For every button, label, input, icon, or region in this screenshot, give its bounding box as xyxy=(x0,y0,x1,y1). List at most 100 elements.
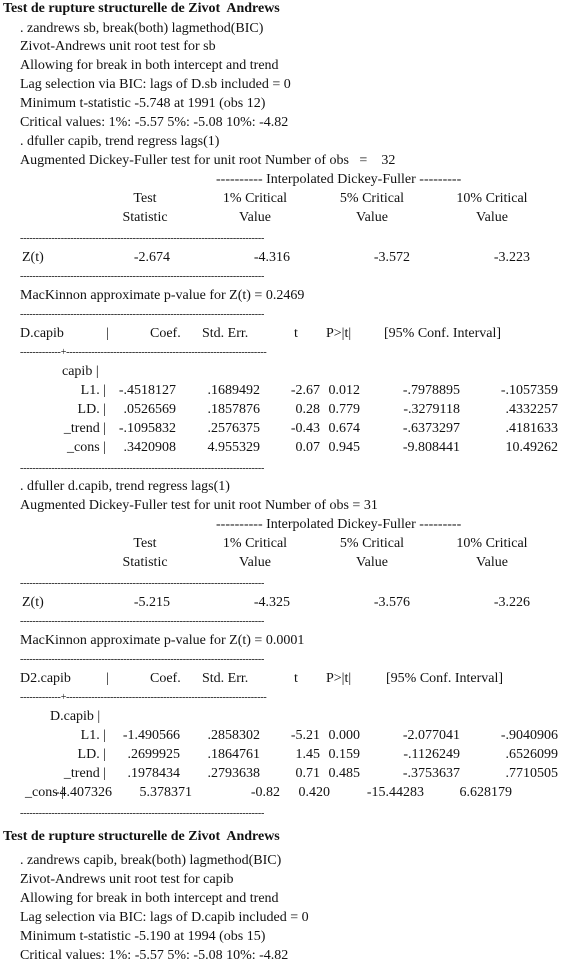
adf2-col-10pct-2: Value xyxy=(476,555,508,570)
adf2-row-ci-low: -.1126249 xyxy=(403,747,460,762)
adf2-row-ci-low: -15.44283 xyxy=(366,785,424,800)
adf1-reg-dep: D.capib xyxy=(20,326,64,341)
adf1-reg-coef: Coef. xyxy=(150,326,181,341)
adf2-col-1pct-2: Value xyxy=(239,555,271,570)
adf2-row-p: 0.000 xyxy=(328,728,361,743)
adf1-row-p: 0.945 xyxy=(328,440,361,455)
adf1-dashes-1: ----------------------------------------… xyxy=(20,233,265,244)
za-min-t-line: Minimum t-statistic -5.748 at 1991 (obs … xyxy=(20,96,266,111)
adf2-col-1pct-1: 1% Critical xyxy=(222,536,288,551)
adf1-separator: -------------+--------------------------… xyxy=(20,347,267,358)
adf1-row-ci-high: .4332257 xyxy=(505,402,559,417)
za2-critical-line: Critical values: 1%: -5.57 5%: -5.08 10%… xyxy=(20,948,289,963)
adf1-row-name: _cons | xyxy=(67,440,106,455)
adf1-row-t: -2.67 xyxy=(290,383,320,398)
adf1-reg-p: P>|t| xyxy=(326,326,352,341)
za2-min-t-line: Minimum t-statistic -5.190 at 1994 (obs … xyxy=(20,929,266,944)
adf2-row-ci-low: -2.077041 xyxy=(402,728,460,743)
adf1-row-ci-low: -.3279118 xyxy=(403,402,460,417)
adf2-row-ci-high: .7710505 xyxy=(505,766,559,781)
adf1-row-coef: -.4518127 xyxy=(118,383,176,398)
adf1-row-ci-high: -.1057359 xyxy=(500,383,558,398)
adf2-z-1pct: -4.325 xyxy=(253,595,290,610)
adf1-row-ci-low: -.6373297 xyxy=(402,421,460,436)
za-break-line: Allowing for break in both intercept and… xyxy=(20,58,279,73)
adf2-row-name: L1. | xyxy=(80,728,106,743)
adf2-reg-dep: D2.capib xyxy=(20,671,71,686)
adf2-row-coef: .2699925 xyxy=(127,747,181,762)
adf1-row-ci-low: -.7978895 xyxy=(402,383,460,398)
adf1-col-10pct-1: 10% Critical xyxy=(456,191,528,206)
adf2-interp-header: ---------- Interpolated Dickey-Fuller --… xyxy=(216,517,462,532)
adf2-title: Augmented Dickey-Fuller test for unit ro… xyxy=(20,498,378,513)
adf1-row-coef: .3420908 xyxy=(123,440,177,455)
adf2-row-t: 0.71 xyxy=(295,766,321,781)
adf2-dashes-1: ----------------------------------------… xyxy=(20,578,265,589)
adf2-row-coef: -4.407326 xyxy=(54,785,112,800)
adf1-row-t: -0.43 xyxy=(290,421,320,436)
adf1-col-test-2: Statistic xyxy=(122,210,168,225)
adf2-reg-p: P>|t| xyxy=(326,671,352,686)
adf2-dashes-3: ----------------------------------------… xyxy=(20,654,265,665)
section2-heading: Test de rupture structurelle de Zivot An… xyxy=(3,829,280,844)
adf1-row-name: LD. | xyxy=(77,402,106,417)
adf1-row-p: 0.012 xyxy=(328,383,361,398)
adf2-col-test-2: Statistic xyxy=(122,555,168,570)
adf2-row-ci-high: 6.628179 xyxy=(459,785,513,800)
adf2-reg-se: Std. Err. xyxy=(202,671,249,686)
adf2-col-5pct-2: Value xyxy=(356,555,388,570)
adf2-row-se: .1864761 xyxy=(207,747,261,762)
adf1-group-label: capib | xyxy=(62,364,99,379)
adf1-z-10pct: -3.223 xyxy=(493,250,530,265)
adf1-row-se: .1689492 xyxy=(207,383,261,398)
adf1-dashes-3: ----------------------------------------… xyxy=(20,309,265,320)
adf1-command: . dfuller capib, trend regress lags(1) xyxy=(20,134,220,149)
adf2-row-ci-low: -.3753637 xyxy=(402,766,460,781)
adf1-z-label: Z(t) xyxy=(22,250,44,265)
adf2-reg-ci: [95% Conf. Interval] xyxy=(386,671,504,686)
adf1-col-5pct-1: 5% Critical xyxy=(339,191,405,206)
adf1-reg-bar: | xyxy=(106,326,109,341)
adf1-z-stat: -2.674 xyxy=(133,250,170,265)
adf2-separator: -------------+--------------------------… xyxy=(20,692,267,703)
adf1-row-p: 0.779 xyxy=(328,402,361,417)
adf1-col-10pct-2: Value xyxy=(476,210,508,225)
adf1-col-1pct-1: 1% Critical xyxy=(222,191,288,206)
adf2-row-t: -5.21 xyxy=(290,728,320,743)
adf1-dashes-4: ----------------------------------------… xyxy=(20,463,265,474)
adf1-reg-t: t xyxy=(294,326,298,341)
adf2-row-se: 5.378371 xyxy=(139,785,193,800)
adf1-title: Augmented Dickey-Fuller test for unit ro… xyxy=(20,153,396,168)
adf1-col-1pct-2: Value xyxy=(239,210,271,225)
za2-lag-line: Lag selection via BIC: lags of D.capib i… xyxy=(20,910,309,925)
adf1-row-ci-low: -9.808441 xyxy=(402,440,460,455)
adf2-z-5pct: -3.576 xyxy=(373,595,410,610)
adf1-interp-header: ---------- Interpolated Dickey-Fuller --… xyxy=(216,172,462,187)
adf2-row-coef: .1978434 xyxy=(127,766,181,781)
za-lag-line: Lag selection via BIC: lags of D.sb incl… xyxy=(20,77,291,92)
adf2-col-10pct-1: 10% Critical xyxy=(456,536,528,551)
adf2-row-coef: -1.490566 xyxy=(122,728,180,743)
adf2-z-stat: -5.215 xyxy=(133,595,170,610)
adf2-row-name: _trend | xyxy=(63,766,106,781)
adf1-row-coef: -.1095832 xyxy=(118,421,176,436)
adf1-row-coef: .0526569 xyxy=(123,402,177,417)
zandrews-command-2: . zandrews capib, break(both) lagmethod(… xyxy=(20,853,282,868)
adf1-dashes-2: ----------------------------------------… xyxy=(20,271,265,282)
za2-break-line: Allowing for break in both intercept and… xyxy=(20,891,279,906)
adf2-col-5pct-1: 5% Critical xyxy=(339,536,405,551)
za-title: Zivot-Andrews unit root test for sb xyxy=(20,39,216,54)
adf1-z-5pct: -3.572 xyxy=(373,250,410,265)
adf2-reg-bar: | xyxy=(106,671,109,686)
adf1-row-se: 4.955329 xyxy=(207,440,261,455)
zandrews-command: . zandrews sb, break(both) lagmethod(BIC… xyxy=(20,21,264,36)
adf2-row-ci-high: .6526099 xyxy=(505,747,559,762)
adf1-row-t: 0.28 xyxy=(295,402,321,417)
adf1-row-ci-high: .4181633 xyxy=(505,421,559,436)
adf2-row-p: 0.485 xyxy=(328,766,361,781)
za2-title: Zivot-Andrews unit root test for capib xyxy=(20,872,234,887)
adf2-row-t: -0.82 xyxy=(250,785,280,800)
adf1-reg-se: Std. Err. xyxy=(202,326,249,341)
adf2-command: . dfuller d.capib, trend regress lags(1) xyxy=(20,479,230,494)
adf2-row-t: 1.45 xyxy=(295,747,321,762)
